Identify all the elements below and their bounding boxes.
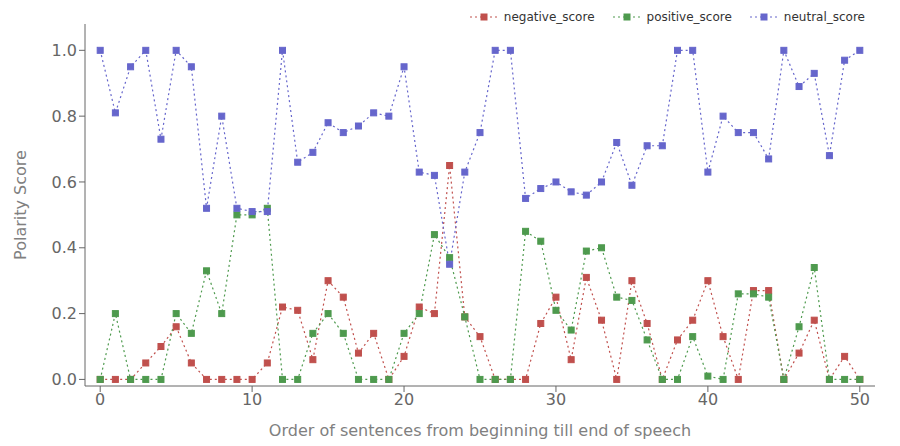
html-text:neutral_score: neutral_score	[783, 10, 865, 24]
svg-text:Order of sentences from beginn: Order of sentences from beginning till e…	[269, 421, 691, 440]
svg-text:50: 50	[850, 390, 870, 409]
svg-text:0.6: 0.6	[52, 173, 77, 192]
svg-text:0: 0	[95, 390, 105, 409]
svg-text:10: 10	[242, 390, 262, 409]
svg-text:0.4: 0.4	[52, 238, 77, 257]
html-text:negative_score: negative_score	[503, 10, 595, 24]
html-text:positive_score: positive_score	[646, 10, 732, 24]
svg-text:0.0: 0.0	[52, 370, 77, 389]
svg-text:1.0: 1.0	[52, 41, 77, 60]
svg-text:0.2: 0.2	[52, 304, 77, 323]
svg-text:20: 20	[394, 390, 414, 409]
svg-text:0.8: 0.8	[52, 107, 77, 126]
svg-text:Polarity Score: Polarity Score	[11, 150, 30, 260]
svg-text:40: 40	[698, 390, 718, 409]
svg-text:30: 30	[546, 390, 566, 409]
